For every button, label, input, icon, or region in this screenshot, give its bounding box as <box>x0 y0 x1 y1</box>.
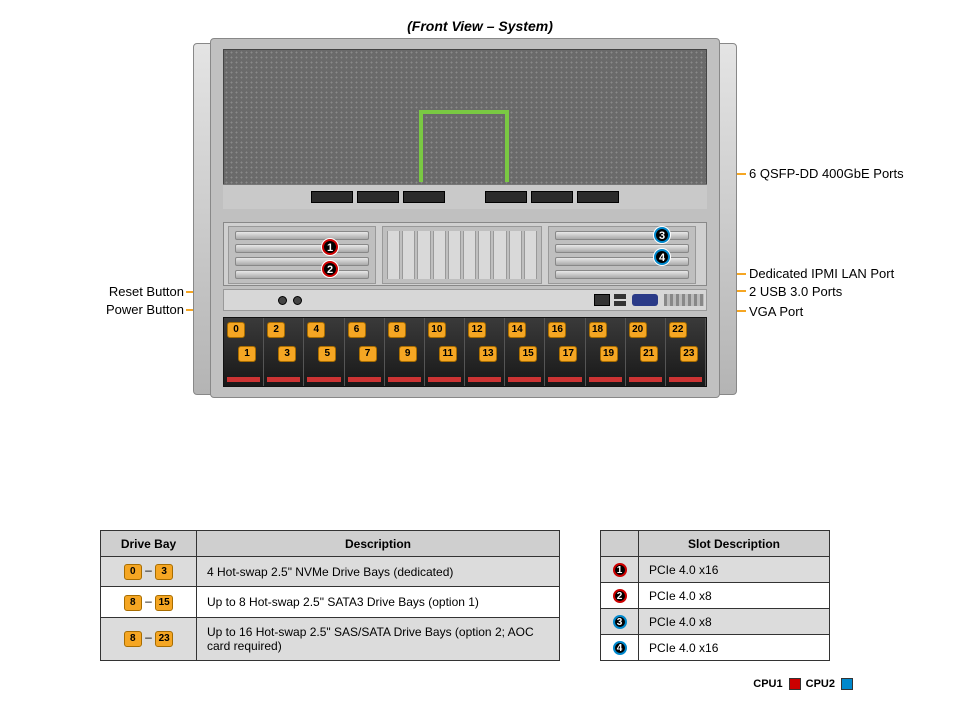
qsfp-port[interactable] <box>357 191 399 203</box>
drive-bay-slot[interactable]: 01 <box>224 318 264 386</box>
usb-ports[interactable] <box>614 294 626 306</box>
slot-table-h0 <box>601 531 639 557</box>
drive-bay-slot[interactable]: 2021 <box>626 318 666 386</box>
bay-number: 11 <box>439 346 457 362</box>
ipmi-lan-port[interactable] <box>594 294 610 306</box>
pcie-slot-cage: 1 2 3 4 <box>223 222 707 286</box>
rack-ear-left <box>193 43 211 395</box>
callout-vga: VGA Port <box>749 304 803 319</box>
drive-bay-slot[interactable]: 67 <box>345 318 385 386</box>
bay-number: 2 <box>267 322 285 338</box>
slot-desc: PCIe 4.0 x8 <box>639 583 830 609</box>
qsfp-port[interactable] <box>311 191 353 203</box>
qsfp-port[interactable] <box>485 191 527 203</box>
drive-bay-strip: 01234567891011121314151617181920212223 <box>223 317 707 387</box>
drive-range: 8 – 15 <box>101 587 197 617</box>
bay-number: 9 <box>399 346 417 362</box>
chassis: 1234 01234567891011121314151617181920212… <box>210 38 720 398</box>
bay-number: 8 <box>388 322 406 338</box>
psu-handle-highlight <box>419 110 509 182</box>
bay-number: 21 <box>640 346 658 362</box>
drive-table-h1: Drive Bay <box>101 531 197 557</box>
qsfp-port[interactable] <box>577 191 619 203</box>
bay-number: 18 <box>589 322 607 338</box>
qsfp-port[interactable] <box>531 191 573 203</box>
slot-num: 1 <box>601 557 639 583</box>
callout-qsfp: 6 QSFP-DD 400GbE Ports <box>749 166 904 181</box>
slot-badge-1: 1 <box>322 239 338 255</box>
slot-badge-3: 3 <box>654 227 670 243</box>
bay-number: 22 <box>669 322 687 338</box>
slot-area-cpu2 <box>548 226 696 284</box>
callout-usb: 2 USB 3.0 Ports <box>749 284 842 299</box>
drive-bay-slot[interactable]: 89 <box>385 318 425 386</box>
bay-number: 10 <box>428 322 446 338</box>
drive-bay-slot[interactable]: 22 23 <box>666 318 706 386</box>
callout-power: Power Button <box>54 302 184 317</box>
slot-desc: PCIe 4.0 x16 <box>639 635 830 661</box>
bay-number: 20 <box>629 322 647 338</box>
cpu-legend: CPU1 CPU2 <box>753 678 855 690</box>
qsfp-port-strip <box>223 184 707 209</box>
bay-number: 14 <box>508 322 526 338</box>
drive-bay-slot[interactable]: 45 <box>304 318 344 386</box>
drive-bay-slot[interactable]: 10 11 <box>425 318 465 386</box>
slot-num: 2 <box>601 583 639 609</box>
slot-table-h1: Slot Description <box>639 531 830 557</box>
bay-number: 23 <box>680 346 698 362</box>
bay-number: 15 <box>519 346 537 362</box>
drive-table-h2: Description <box>197 531 560 557</box>
bay-number: 12 <box>468 322 486 338</box>
bay-number: 6 <box>348 322 366 338</box>
slot-num: 4 <box>601 635 639 661</box>
slot-description-table: Slot Description 1PCIe 4.0 x162PCIe 4.0 … <box>600 530 830 661</box>
page-title: (Front View – System) <box>0 0 960 38</box>
bay-number: 16 <box>548 322 566 338</box>
drive-bay-table: Drive Bay Description 0 – 34 Hot-swap 2.… <box>100 530 560 661</box>
qsfp-port[interactable] <box>403 191 445 203</box>
drive-desc: Up to 16 Hot-swap 2.5" SAS/SATA Drive Ba… <box>197 617 560 660</box>
slot-badge-2: 2 <box>322 261 338 277</box>
slot-desc: PCIe 4.0 x16 <box>639 557 830 583</box>
bay-number: 1 <box>238 346 256 362</box>
reset-button[interactable] <box>278 296 287 305</box>
callout-reset: Reset Button <box>54 284 184 299</box>
slot-badge-4: 4 <box>654 249 670 265</box>
bay-number: 7 <box>359 346 377 362</box>
slot-area-cpu1 <box>228 226 376 284</box>
drive-range: 8 – 23 <box>101 617 197 660</box>
io-bar <box>223 289 707 311</box>
slot-area-center <box>382 226 542 284</box>
drive-desc: 4 Hot-swap 2.5" NVMe Drive Bays (dedicat… <box>197 557 560 587</box>
drive-bay-slot[interactable]: 1819 <box>586 318 626 386</box>
bay-number: 3 <box>278 346 296 362</box>
slot-num: 3 <box>601 609 639 635</box>
bay-number: 0 <box>227 322 245 338</box>
io-hatching <box>664 294 704 306</box>
bay-number: 4 <box>307 322 325 338</box>
drive-bay-slot[interactable]: 12 13 <box>465 318 505 386</box>
vga-port[interactable] <box>632 294 658 306</box>
bay-number: 13 <box>479 346 497 362</box>
drive-desc: Up to 8 Hot-swap 2.5" SATA3 Drive Bays (… <box>197 587 560 617</box>
bay-number: 5 <box>318 346 336 362</box>
rack-ear-right <box>719 43 737 395</box>
callout-ipmi: Dedicated IPMI LAN Port <box>749 266 894 281</box>
bay-number: 19 <box>600 346 618 362</box>
slot-desc: PCIe 4.0 x8 <box>639 609 830 635</box>
server-diagram: 6 QSFP-DD 400GbE Ports Dedicated IPMI LA… <box>0 38 960 418</box>
drive-bay-slot[interactable]: 14 15 <box>505 318 545 386</box>
drive-bay-slot[interactable]: 1617 <box>545 318 585 386</box>
bay-number: 17 <box>559 346 577 362</box>
drive-range: 0 – 3 <box>101 557 197 587</box>
power-button[interactable] <box>293 296 302 305</box>
drive-bay-slot[interactable]: 23 <box>264 318 304 386</box>
